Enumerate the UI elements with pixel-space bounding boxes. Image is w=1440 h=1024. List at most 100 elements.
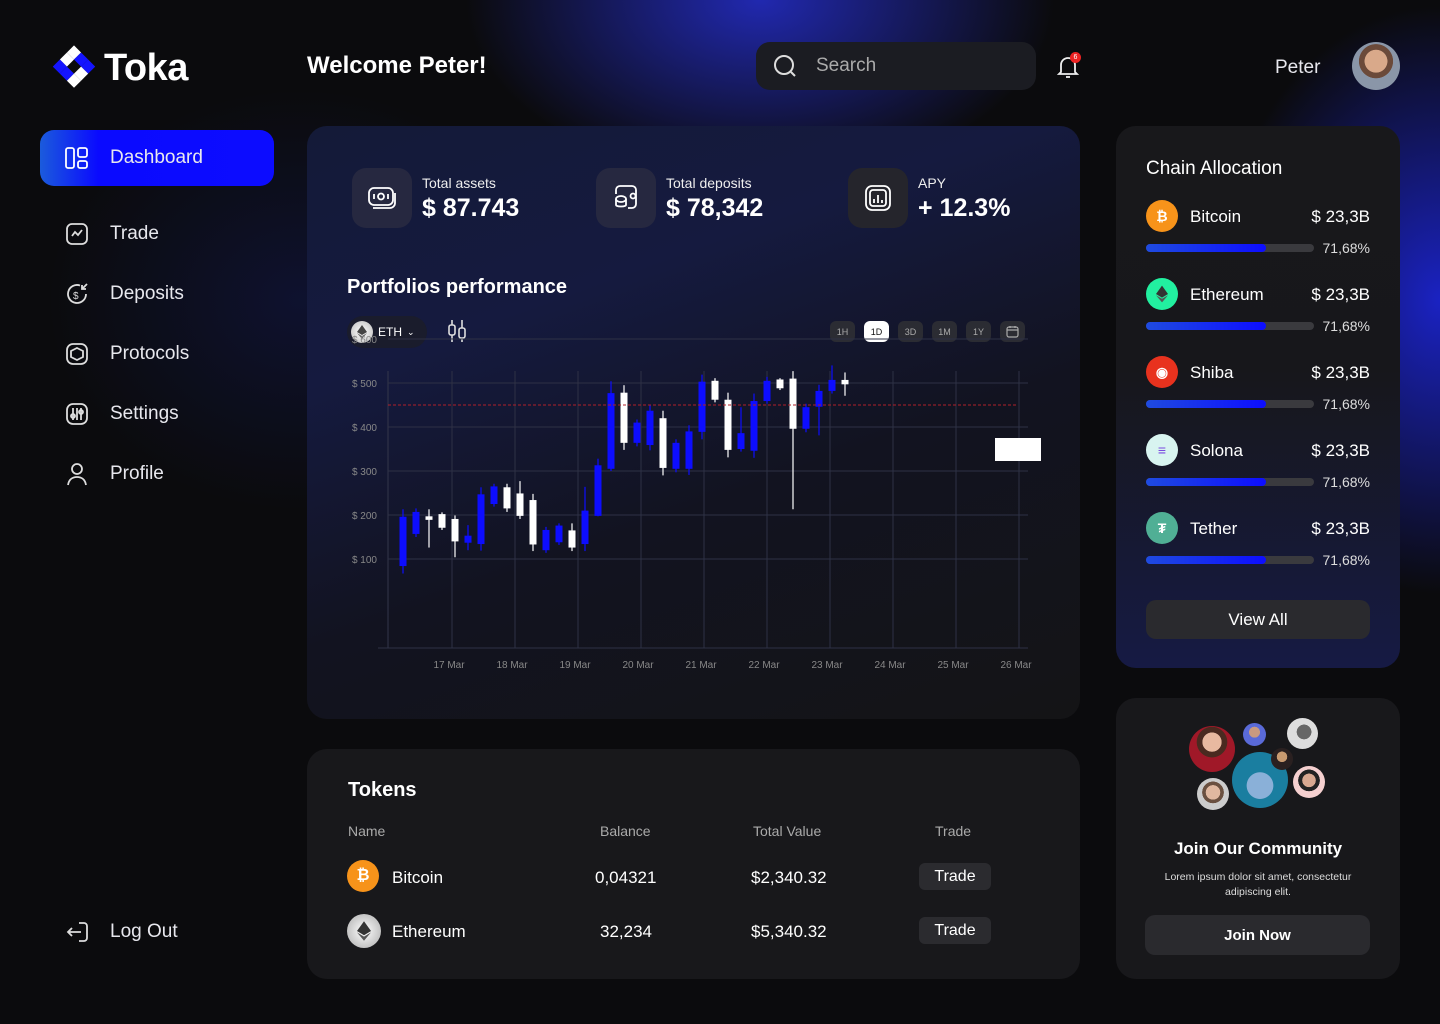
token-balance: 32,234 <box>600 922 652 941</box>
sidebar-item-label: Profile <box>110 463 164 484</box>
timeframe-3d[interactable]: 3D <box>898 321 923 342</box>
bar-chart-icon <box>848 168 908 228</box>
stat-total-deposits: Total deposits $ 78,342 <box>596 168 763 228</box>
candle-body <box>815 390 823 407</box>
sidebar-item-settings[interactable]: Settings <box>40 386 274 442</box>
asset-name: Ethereum <box>1190 285 1264 304</box>
logo[interactable]: Toka <box>50 44 188 92</box>
sidebar-item-label: Deposits <box>110 283 184 304</box>
sidebar-item-trade[interactable]: Trade <box>40 206 274 262</box>
chart-title: Portfolios performance <box>347 276 568 298</box>
candle-body <box>698 381 706 432</box>
allocation-percent: 71,68% <box>1322 396 1370 412</box>
token-name: Bitcoin <box>392 868 444 887</box>
profile-icon <box>67 463 87 486</box>
brand-name: Toka <box>104 46 188 89</box>
y-tick-label: $ 500 <box>352 379 377 390</box>
chain-asset-bitcoin[interactable]: ₿ Bitcoin $ 23,3B 71,68% <box>1146 200 1370 270</box>
candle-body <box>633 422 641 443</box>
notification-badge: 6 <box>1070 52 1081 63</box>
timeframe-1d[interactable]: 1D <box>864 321 889 342</box>
token-balance: 0,04321 <box>595 868 657 887</box>
sidebar-item-protocols[interactable]: Protocols <box>40 326 274 382</box>
column-header-name: Name <box>348 823 386 839</box>
search-bar[interactable] <box>756 42 1036 90</box>
asset-name: Shiba <box>1190 363 1234 382</box>
community-member-avatar <box>1293 766 1325 798</box>
tether-icon: ₮ <box>1146 512 1178 544</box>
chain-allocation-title: Chain Allocation <box>1146 158 1283 179</box>
candlestick-toggle-icon[interactable] <box>446 319 468 343</box>
community-member-avatar <box>1287 718 1318 749</box>
timeframe-1h[interactable]: 1H <box>830 321 855 342</box>
candle-body <box>763 380 771 402</box>
candle-body <box>620 392 628 443</box>
chain-asset-solona[interactable]: ≡ Solona $ 23,3B 71,68% <box>1146 434 1370 504</box>
community-member-avatar <box>1271 748 1293 770</box>
community-card: Join Our Community Lorem ipsum dolor sit… <box>1116 698 1400 979</box>
calendar-button[interactable] <box>1000 321 1025 342</box>
stat-value: + 12.3% <box>918 194 1011 222</box>
candle-body <box>841 379 849 385</box>
candle-body <box>737 433 745 449</box>
community-member-avatar <box>1189 726 1235 772</box>
asset-name: Tether <box>1190 519 1238 538</box>
ethereum-icon <box>1146 278 1178 310</box>
chain-asset-tether[interactable]: ₮ Tether $ 23,3B 71,68% <box>1146 512 1370 582</box>
candle-body <box>789 378 797 429</box>
current-price-label <box>995 438 1041 461</box>
candle-body <box>555 525 563 543</box>
avatar[interactable] <box>1352 42 1400 90</box>
logout-icon <box>66 922 88 942</box>
candle-body <box>451 518 459 542</box>
asset-value: $ 23,3B <box>1311 519 1370 538</box>
allocation-bar-fill <box>1146 478 1267 486</box>
candle-body <box>438 514 446 528</box>
ethereum-icon <box>347 914 381 948</box>
candlestick-chart[interactable]: $ 600 $ 500 $ 400 $ 300 $ 200 $ 100 17 Mar 18 M… <box>307 126 1080 719</box>
candle-body <box>607 393 615 469</box>
trade-button[interactable]: Trade <box>919 863 991 890</box>
trade-button[interactable]: Trade <box>919 917 991 944</box>
token-total-value: $2,340.32 <box>751 868 827 887</box>
x-tick-label: 23 Mar <box>811 660 843 671</box>
sidebar-item-deposits[interactable]: $ Deposits <box>40 266 274 322</box>
join-now-button[interactable]: Join Now <box>1145 915 1370 955</box>
sidebar-item-dashboard[interactable]: Dashboard <box>40 130 274 186</box>
x-tick-label: 25 Mar <box>937 660 969 671</box>
search-input[interactable] <box>816 55 1016 77</box>
timeframe-1m[interactable]: 1M <box>932 321 957 342</box>
stat-apy: APY + 12.3% <box>848 168 1010 228</box>
x-tick-label: 21 Mar <box>685 660 717 671</box>
stat-label: Total assets <box>422 175 496 191</box>
allocation-bar-fill <box>1146 556 1267 564</box>
logout-button[interactable]: Log Out <box>40 904 274 960</box>
community-description: Lorem ipsum dolor sit amet, consectetur … <box>1164 871 1352 898</box>
allocation-bar-fill <box>1146 244 1267 252</box>
candle-body <box>581 510 589 545</box>
username: Peter <box>1275 57 1321 78</box>
chain-asset-ethereum[interactable]: Ethereum $ 23,3B 71,68% <box>1146 278 1370 348</box>
candle-body <box>516 493 524 516</box>
solona-icon: ≡ <box>1146 434 1178 466</box>
view-all-button[interactable]: View All <box>1146 600 1370 639</box>
candle-body <box>802 407 810 429</box>
notifications-button[interactable]: 6 <box>1056 52 1081 85</box>
sidebar-item-label: Trade <box>110 223 159 244</box>
sidebar-item-profile[interactable]: Profile <box>40 446 274 502</box>
chain-asset-shiba[interactable]: ◉ Shiba $ 23,3B 71,68% <box>1146 356 1370 426</box>
community-member-avatar <box>1243 723 1266 746</box>
community-title: Join Our Community <box>1173 839 1343 858</box>
asset-label: ETH <box>378 325 402 339</box>
timeframe-1y[interactable]: 1Y <box>966 321 991 342</box>
dashboard-icon <box>65 147 88 169</box>
deposits-icon: $ <box>67 283 88 304</box>
asset-selector[interactable]: ETH ⌄ <box>347 316 427 348</box>
allocation-bar-fill <box>1146 400 1267 408</box>
asset-value: $ 23,3B <box>1311 285 1370 304</box>
candle-body <box>529 500 537 545</box>
x-tick-label: 24 Mar <box>874 660 906 671</box>
tokens-title: Tokens <box>348 779 417 801</box>
candle-body <box>776 379 784 389</box>
protocols-icon <box>66 343 88 365</box>
